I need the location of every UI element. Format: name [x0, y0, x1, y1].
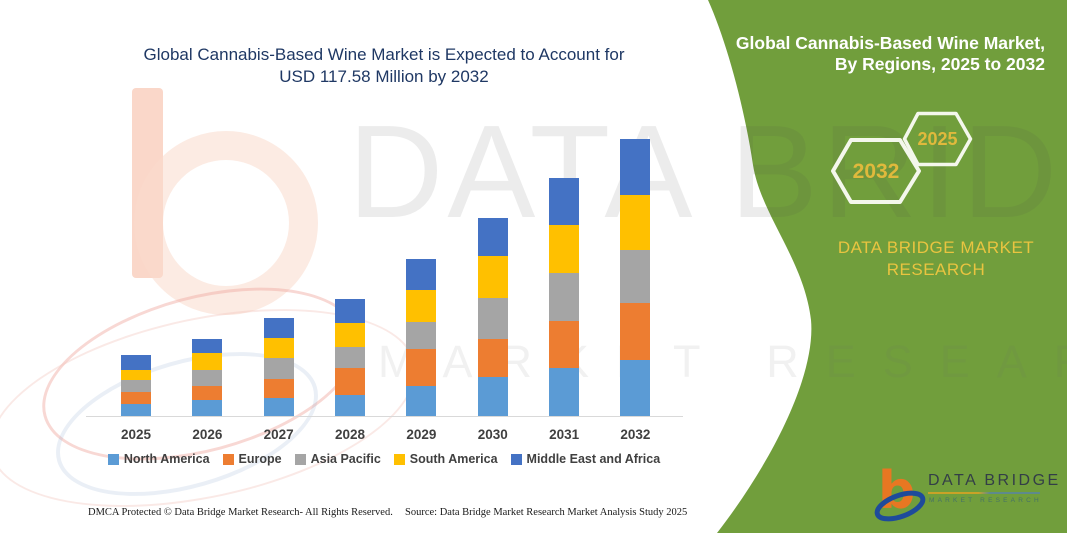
bar-segment-2032-middle-east-and-africa — [620, 138, 651, 196]
bar-segment-2027-europe — [263, 379, 294, 399]
brand-wordmark-line1: DATA BRIDGE MARKET — [837, 238, 1035, 257]
chart-title: Global Cannabis-Based Wine Market is Exp… — [86, 44, 682, 88]
bar-segment-2026-asia-pacific — [192, 370, 223, 387]
bar-segment-2027-asia-pacific — [263, 358, 294, 380]
right-panel-title-line1: Global Cannabis-Based Wine Market, — [735, 33, 1045, 53]
legend-label: Europe — [238, 452, 282, 466]
bar-segment-2032-europe — [620, 303, 651, 360]
legend-swatch-icon — [222, 453, 234, 465]
bar-segment-2030-europe — [477, 339, 508, 377]
legend-item-north-america: North America — [107, 452, 210, 466]
right-panel-title: Global Cannabis-Based Wine Market, By Re… — [715, 33, 1045, 75]
legend-label: South America — [409, 452, 498, 466]
bar-segment-2029-north-america — [406, 386, 437, 416]
stacked-bar-2029 — [406, 259, 437, 416]
bar-segment-2031-middle-east-and-africa — [549, 178, 580, 226]
x-axis-label-2026: 2026 — [192, 427, 223, 442]
legend-item-middle-east-and-africa: Middle East and Africa — [510, 452, 661, 466]
bar-segment-2025-north-america — [121, 404, 151, 416]
stacked-bar-2026 — [192, 339, 223, 416]
x-axis-line — [86, 416, 683, 417]
legend-label: Middle East and Africa — [526, 452, 661, 466]
dbmr-logo-subtitle: MARKET RESEARCH — [929, 497, 1042, 504]
bar-segment-2025-south-america — [121, 369, 151, 380]
x-axis-labels: 2025 2026 2027 2028 2029 2030 2031 2032 — [86, 427, 682, 445]
right-panel-title-line2: By Regions, 2025 to 2032 — [834, 54, 1045, 74]
x-axis-label-2031: 2031 — [549, 427, 580, 442]
bar-segment-2025-middle-east-and-africa — [121, 354, 151, 370]
x-axis-label-2027: 2027 — [263, 427, 294, 442]
bar-segment-2028-north-america — [335, 395, 366, 416]
bar-segment-2029-middle-east-and-africa — [406, 259, 437, 291]
bar-segment-2031-south-america — [549, 225, 580, 273]
bar-segment-2028-asia-pacific — [335, 346, 366, 368]
stacked-bar-2025 — [121, 354, 151, 416]
bar-segment-2032-north-america — [620, 359, 651, 416]
stacked-bar-2032 — [620, 138, 651, 416]
bar-segment-2029-europe — [406, 349, 437, 387]
x-axis-label-2029: 2029 — [406, 427, 437, 442]
footer-source-text: Source: Data Bridge Market Research Mark… — [405, 507, 688, 518]
bar-segment-2032-south-america — [620, 195, 651, 250]
legend-swatch-icon — [107, 453, 119, 465]
legend-swatch-icon — [294, 453, 306, 465]
hexagon-badge-2032: 2032 — [831, 138, 921, 204]
bar-segment-2028-europe — [335, 367, 366, 396]
plot-area — [86, 128, 683, 417]
legend-label: Asia Pacific — [310, 452, 381, 466]
stacked-bar-2031 — [549, 178, 580, 416]
stacked-bar-2027 — [263, 318, 294, 416]
bar-segment-2028-south-america — [335, 322, 366, 347]
bar-segment-2028-middle-east-and-africa — [335, 299, 366, 323]
bar-segment-2032-asia-pacific — [620, 249, 651, 304]
legend: North America Europe Asia Pacific South Ame… — [86, 452, 682, 466]
dbmr-logo-b-icon: b — [874, 464, 926, 522]
bar-segment-2026-middle-east-and-africa — [192, 339, 223, 354]
bar-segment-2027-middle-east-and-africa — [263, 318, 294, 338]
chart-title-line1: Global Cannabis-Based Wine Market is Exp… — [143, 45, 625, 64]
bar-segment-2026-south-america — [192, 353, 223, 371]
chart-title-line2: USD 117.58 Million by 2032 — [279, 67, 489, 86]
hexagon-2032-label: 2032 — [853, 160, 900, 183]
bar-segment-2029-south-america — [406, 290, 437, 322]
brand-wordmark-line2: RESEARCH — [886, 260, 986, 279]
legend-swatch-icon — [393, 453, 405, 465]
bar-segment-2026-north-america — [192, 399, 223, 416]
bar-segment-2030-south-america — [477, 255, 508, 298]
legend-item-europe: Europe — [222, 452, 282, 466]
x-axis-label-2032: 2032 — [620, 427, 651, 442]
legend-item-south-america: South America — [393, 452, 498, 466]
bar-segment-2025-asia-pacific — [121, 379, 151, 392]
bar-segment-2031-europe — [549, 320, 580, 369]
bar-segment-2027-north-america — [263, 398, 294, 416]
dbmr-logo-name: DATA BRIDGE — [928, 472, 1061, 489]
bar-segment-2031-north-america — [549, 368, 580, 416]
hexagon-2025-label: 2025 — [917, 129, 957, 149]
x-axis-label-2028: 2028 — [335, 427, 366, 442]
stacked-bar-2028 — [335, 299, 366, 416]
x-axis-label-2025: 2025 — [120, 427, 152, 442]
bar-segment-2026-europe — [192, 386, 223, 400]
bar-segment-2030-north-america — [477, 376, 508, 416]
bar-segment-2029-asia-pacific — [406, 321, 437, 350]
brand-wordmark: DATA BRIDGE MARKET RESEARCH — [836, 237, 1036, 281]
bar-segment-2030-asia-pacific — [477, 297, 508, 340]
bar-segment-2031-asia-pacific — [549, 273, 580, 321]
legend-label: North America — [123, 452, 210, 466]
hexagon-badge-2025: 2025 — [902, 111, 973, 167]
stacked-bar-2030 — [477, 218, 508, 416]
bar-segment-2027-south-america — [263, 337, 294, 359]
footer-dmca-text: DMCA Protected © Data Bridge Market Rese… — [88, 507, 393, 518]
dbmr-logo: b DATA BRIDGE MARKET RESEARCH — [874, 460, 1067, 522]
legend-item-asia-pacific: Asia Pacific — [294, 452, 381, 466]
x-axis-label-2030: 2030 — [477, 427, 508, 442]
dbmr-logo-underline — [928, 492, 1040, 494]
legend-swatch-icon — [510, 453, 522, 465]
bar-segment-2025-europe — [121, 391, 151, 405]
bar-segment-2030-middle-east-and-africa — [477, 218, 508, 256]
